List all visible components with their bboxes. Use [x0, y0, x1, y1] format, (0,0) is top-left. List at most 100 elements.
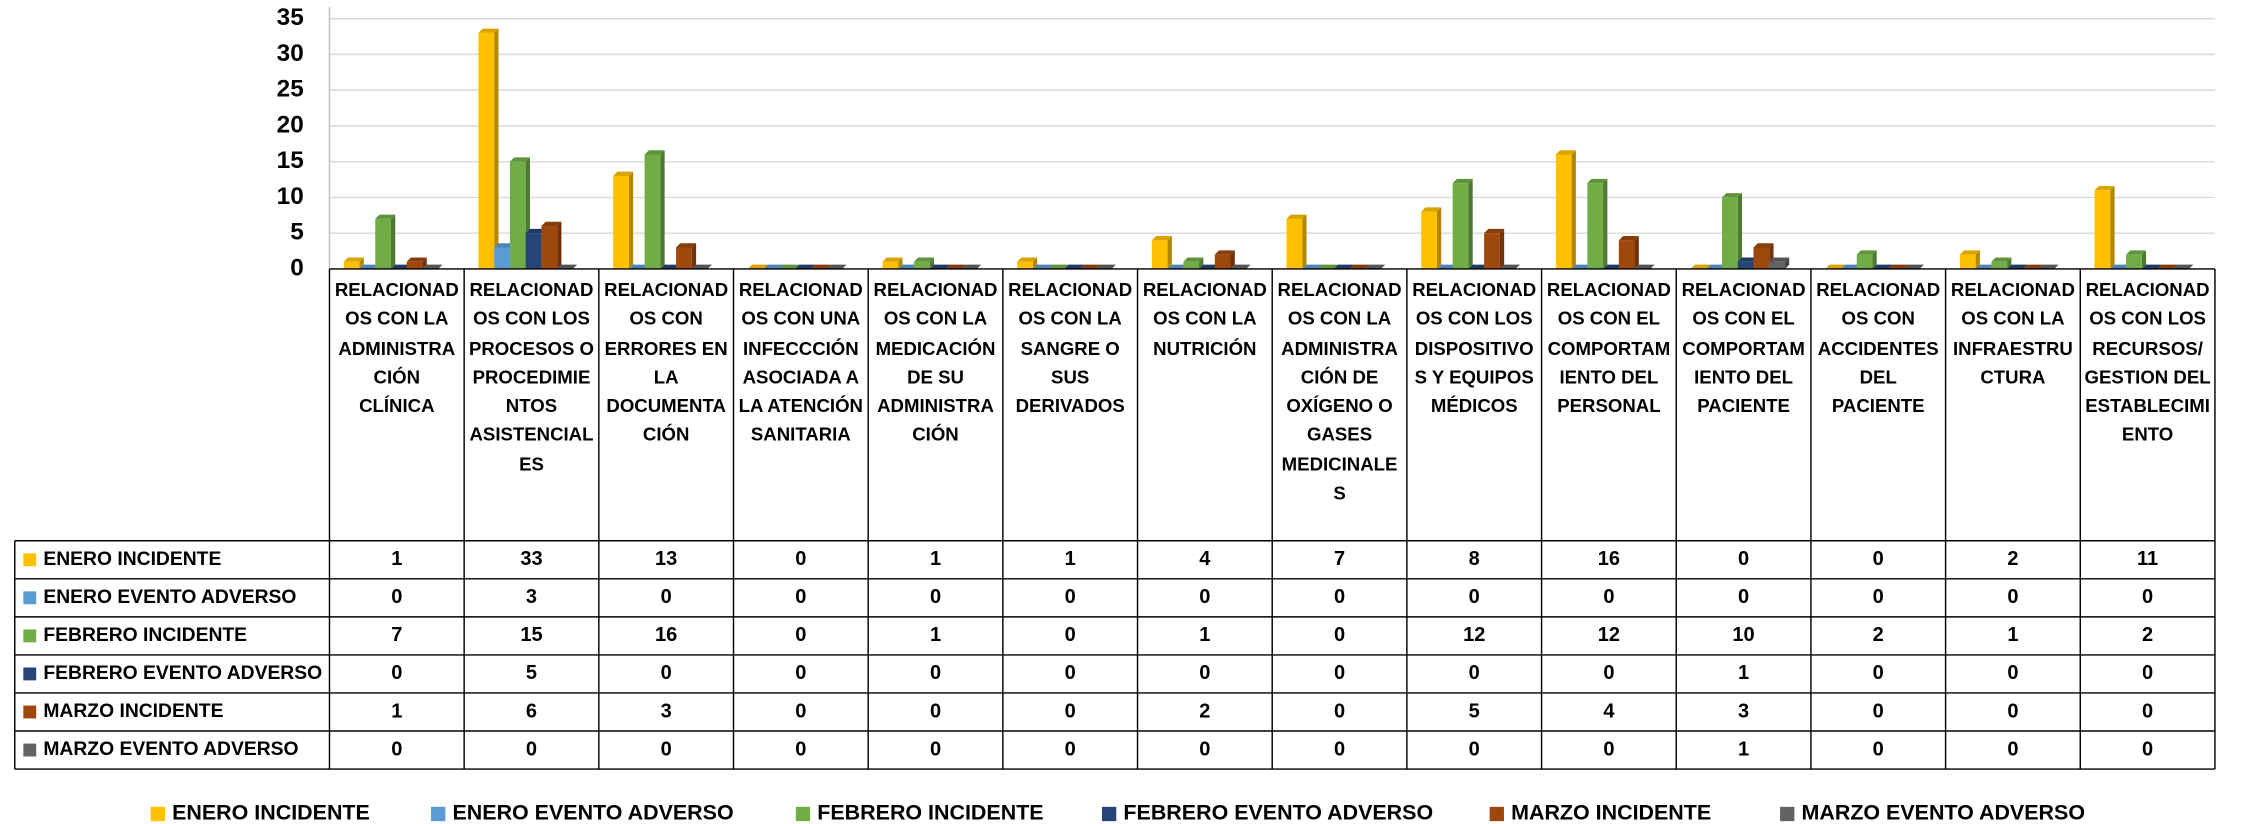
bar-top — [1080, 264, 1101, 269]
bar — [1722, 193, 1743, 269]
bar-face — [406, 261, 423, 269]
table-cell: 1 — [391, 700, 402, 722]
bar-top — [1840, 264, 1861, 269]
table-cell: 4 — [1603, 700, 1615, 722]
bar-side — [390, 214, 396, 269]
bar-top — [2173, 264, 2194, 269]
table-cell: 0 — [930, 700, 941, 722]
table-cell: 0 — [1469, 738, 1480, 760]
table-cell: 0 — [2142, 586, 2153, 608]
bar-top — [795, 264, 816, 269]
y-tick-label: 30 — [277, 40, 304, 67]
bar-top — [1825, 264, 1846, 269]
category-label: RELACIONADOS CON LA ADMINISTRACIÓN DE OX… — [1277, 278, 1402, 504]
bar — [1064, 264, 1085, 269]
table-cell: 33 — [520, 548, 542, 570]
bar — [1825, 264, 1846, 269]
bar-face — [676, 247, 692, 269]
bar — [2007, 264, 2028, 269]
bar-face — [644, 154, 661, 269]
bar-top — [1975, 264, 1996, 269]
bar — [541, 221, 562, 269]
table-cell: 0 — [1469, 586, 1480, 608]
bar — [1706, 264, 1727, 269]
bar-top — [1468, 264, 1489, 269]
bar — [1151, 236, 1172, 269]
bar — [422, 264, 443, 269]
row-header: ENERO EVENTO ADVERSO — [43, 587, 296, 608]
bar — [1484, 228, 1505, 269]
bar — [478, 28, 499, 269]
category-cell: RELACIONADOS CON ACCIDENTES DEL PACIENTE — [1816, 279, 1940, 417]
table-cell: 0 — [661, 586, 672, 608]
table-cell: 5 — [526, 662, 537, 684]
bar-face — [343, 261, 360, 269]
bar-side — [1499, 228, 1505, 269]
bar — [359, 264, 380, 269]
bar-top — [660, 264, 681, 269]
bar-top — [478, 28, 499, 33]
bar — [2141, 264, 2162, 269]
bar-face — [1737, 261, 1754, 269]
bar — [2110, 264, 2131, 269]
bar-side — [929, 257, 934, 269]
bar-top — [2094, 185, 2115, 191]
bar-top — [1872, 264, 1893, 269]
bar-top — [961, 264, 982, 269]
bar — [2038, 264, 2059, 269]
bar-top — [422, 264, 443, 269]
category-cell: RELACIONADOS CON LA ADMINISTRACIÓN CLÍNI… — [335, 279, 459, 417]
legend-label: FEBRERO INCIDENTE — [817, 801, 1043, 824]
legend-key — [1489, 806, 1504, 822]
bar-top — [1499, 264, 1520, 269]
legend-key — [1101, 806, 1117, 822]
bar-face — [541, 226, 558, 269]
table-cell: 1 — [1199, 624, 1210, 646]
table-cell: 0 — [1199, 738, 1210, 760]
table-cell: 3 — [1738, 700, 1749, 722]
bar — [810, 264, 831, 269]
table-cell: 1 — [930, 548, 941, 570]
y-tick-label: 10 — [277, 183, 304, 210]
bar-face — [1183, 261, 1200, 269]
table-cell: 0 — [1065, 662, 1076, 684]
table-cell: 15 — [520, 624, 542, 646]
table-cell: 0 — [661, 738, 672, 760]
bar-top — [676, 243, 697, 248]
bar-top — [494, 243, 515, 248]
bar-side — [494, 28, 499, 269]
table-cell: 0 — [2007, 700, 2018, 722]
table-cell: 0 — [2007, 662, 2018, 684]
category-cell: RELACIONADOS CON LOS DISPOSITIVOS Y EQUI… — [1412, 279, 1536, 417]
table-cell: 0 — [1603, 738, 1614, 760]
bar-top — [747, 264, 768, 269]
bar-face — [478, 32, 495, 269]
bar — [613, 171, 634, 269]
bar — [406, 257, 427, 269]
table-cell: 0 — [795, 700, 806, 722]
bar-face — [1484, 233, 1500, 269]
bar-side — [1737, 193, 1743, 269]
legend-label: ENERO INCIDENTE — [172, 801, 370, 824]
table-cell: 1 — [391, 548, 402, 570]
bar-face — [1618, 240, 1635, 269]
bar — [779, 264, 800, 269]
table-cell: 4 — [1199, 548, 1211, 570]
bar-face — [2126, 254, 2142, 269]
bar-top — [763, 264, 784, 269]
table-cell: 0 — [2142, 700, 2153, 722]
category-label: RELACIONADOS CON ERRORES EN LA DOCUMENTA… — [604, 278, 729, 446]
bar-face — [1017, 261, 1033, 269]
bar-top — [882, 257, 903, 262]
y-tick-label: 35 — [277, 4, 304, 31]
table-cell: 1 — [930, 624, 941, 646]
table-cell: 0 — [1334, 586, 1345, 608]
bar-face — [1959, 254, 1976, 269]
bar-top — [1214, 250, 1235, 255]
bar-top — [1032, 264, 1053, 269]
bar-top — [1167, 264, 1188, 269]
bar — [1499, 264, 1520, 269]
bar-top — [1888, 264, 1909, 269]
table-cell: 0 — [930, 662, 941, 684]
bar — [882, 257, 903, 269]
